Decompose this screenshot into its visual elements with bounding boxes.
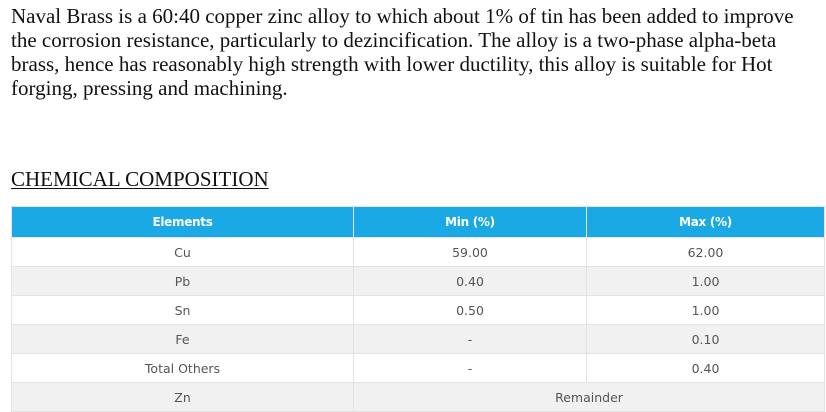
cell-min: 0.40 (353, 266, 587, 296)
cell-remainder: Remainder (353, 382, 825, 412)
cell-element: Total Others (11, 353, 354, 383)
table-row: Pb 0.40 1.00 (11, 266, 825, 296)
header-elements: Elements (11, 206, 354, 238)
cell-min: - (353, 324, 587, 354)
table-row: Fe - 0.10 (11, 324, 825, 354)
cell-max: 1.00 (586, 295, 825, 325)
table-row: Cu 59.00 62.00 (11, 237, 825, 267)
cell-min: - (353, 353, 587, 383)
cell-max: 0.40 (586, 353, 825, 383)
cell-element: Fe (11, 324, 354, 354)
cell-element: Zn (11, 382, 354, 412)
cell-min: 0.50 (353, 295, 587, 325)
cell-max: 1.00 (586, 266, 825, 296)
header-min: Min (%) (353, 206, 587, 238)
cell-element: Pb (11, 266, 354, 296)
cell-element: Cu (11, 237, 354, 267)
table-row: Total Others - 0.40 (11, 353, 825, 383)
intro-paragraph: Naval Brass is a 60:40 copper zinc alloy… (11, 4, 794, 100)
cell-min: 59.00 (353, 237, 587, 267)
table-header-row: Elements Min (%) Max (%) (11, 206, 825, 238)
table-row-remainder: Zn Remainder (11, 382, 825, 412)
cell-max: 62.00 (586, 237, 825, 267)
cell-max: 0.10 (586, 324, 825, 354)
chemical-composition-table: Elements Min (%) Max (%) Cu 59.00 62.00 … (11, 206, 825, 412)
cell-element: Sn (11, 295, 354, 325)
section-heading: CHEMICAL COMPOSITION (11, 167, 269, 191)
header-max: Max (%) (586, 206, 825, 238)
table-row: Sn 0.50 1.00 (11, 295, 825, 325)
